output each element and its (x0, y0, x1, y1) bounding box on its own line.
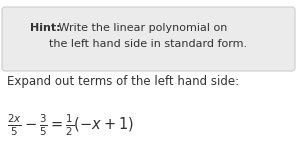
Text: Write the linear polynomial on: Write the linear polynomial on (55, 23, 228, 33)
Text: the left hand side in standard form.: the left hand side in standard form. (49, 39, 247, 49)
FancyBboxPatch shape (2, 7, 295, 71)
Text: Hint:: Hint: (30, 23, 61, 33)
Text: Expand out terms of the left hand side:: Expand out terms of the left hand side: (7, 75, 239, 89)
Text: $\frac{2x}{5} - \frac{3}{5} = \frac{1}{2}(-x+1)$: $\frac{2x}{5} - \frac{3}{5} = \frac{1}{2… (7, 112, 134, 138)
